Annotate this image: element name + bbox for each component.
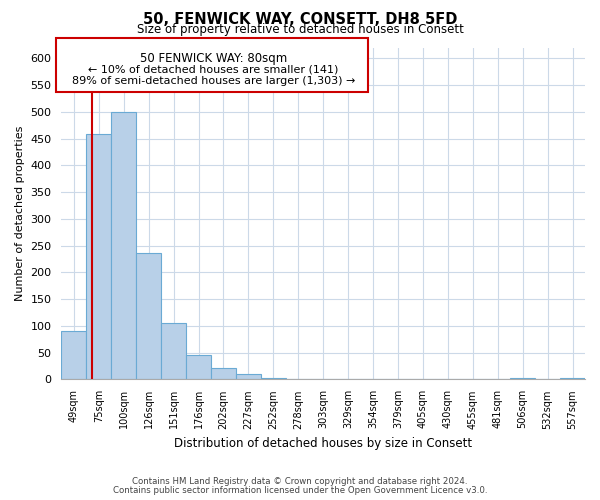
- Bar: [261, 378, 286, 380]
- Bar: [211, 368, 236, 380]
- Bar: [510, 378, 535, 380]
- Text: 50 FENWICK WAY: 80sqm: 50 FENWICK WAY: 80sqm: [140, 52, 287, 64]
- Y-axis label: Number of detached properties: Number of detached properties: [15, 126, 25, 301]
- Bar: [161, 323, 186, 380]
- FancyBboxPatch shape: [56, 38, 368, 92]
- Text: Contains HM Land Registry data © Crown copyright and database right 2024.: Contains HM Land Registry data © Crown c…: [132, 477, 468, 486]
- Text: Size of property relative to detached houses in Consett: Size of property relative to detached ho…: [137, 22, 463, 36]
- Bar: [111, 112, 136, 380]
- Text: Contains public sector information licensed under the Open Government Licence v3: Contains public sector information licen…: [113, 486, 487, 495]
- Bar: [560, 378, 585, 380]
- Bar: [61, 332, 86, 380]
- X-axis label: Distribution of detached houses by size in Consett: Distribution of detached houses by size …: [174, 437, 472, 450]
- Bar: [186, 355, 211, 380]
- Bar: [86, 134, 111, 380]
- Text: 50, FENWICK WAY, CONSETT, DH8 5FD: 50, FENWICK WAY, CONSETT, DH8 5FD: [143, 12, 457, 28]
- Text: 89% of semi-detached houses are larger (1,303) →: 89% of semi-detached houses are larger (…: [71, 76, 355, 86]
- Bar: [136, 253, 161, 380]
- Text: ← 10% of detached houses are smaller (141): ← 10% of detached houses are smaller (14…: [88, 64, 338, 74]
- Bar: [236, 374, 261, 380]
